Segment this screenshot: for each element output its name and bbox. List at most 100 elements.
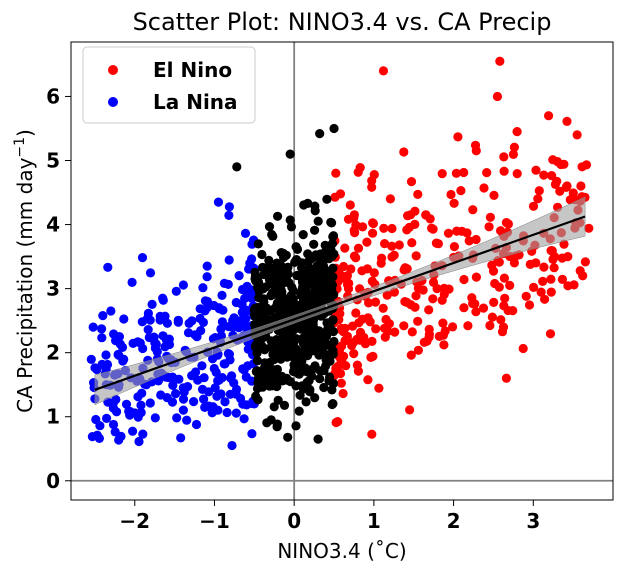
data-point bbox=[399, 265, 409, 275]
data-point bbox=[413, 345, 423, 355]
data-point bbox=[405, 405, 415, 415]
data-point bbox=[231, 408, 241, 418]
data-point bbox=[178, 280, 188, 290]
data-point bbox=[207, 408, 217, 418]
data-point bbox=[272, 298, 282, 309]
data-point bbox=[557, 274, 568, 284]
data-point bbox=[539, 262, 549, 272]
data-point bbox=[351, 308, 361, 318]
data-point bbox=[298, 335, 308, 345]
data-point bbox=[353, 366, 363, 376]
data-point bbox=[212, 391, 222, 401]
data-point bbox=[125, 410, 135, 420]
data-point bbox=[329, 123, 339, 134]
data-point bbox=[232, 162, 242, 172]
data-point bbox=[562, 116, 572, 126]
data-point bbox=[282, 375, 292, 385]
data-point bbox=[487, 312, 497, 322]
data-point bbox=[318, 261, 329, 271]
data-point bbox=[410, 206, 420, 216]
data-point bbox=[273, 395, 283, 405]
data-point bbox=[468, 205, 478, 215]
data-point bbox=[279, 400, 290, 410]
data-point bbox=[202, 261, 212, 271]
data-point bbox=[150, 413, 160, 423]
data-point bbox=[424, 324, 434, 334]
data-point bbox=[97, 324, 107, 334]
data-point bbox=[272, 381, 282, 392]
data-point bbox=[399, 147, 409, 157]
data-point bbox=[195, 304, 205, 314]
legend-marker-el-nino bbox=[108, 65, 118, 75]
data-point bbox=[278, 248, 288, 258]
data-point bbox=[368, 218, 378, 228]
data-point bbox=[456, 186, 466, 196]
data-point bbox=[267, 229, 277, 240]
data-point bbox=[192, 332, 202, 342]
data-point bbox=[539, 170, 549, 180]
data-point bbox=[127, 277, 137, 287]
data-point bbox=[279, 278, 289, 288]
data-point bbox=[544, 111, 554, 121]
data-point bbox=[128, 426, 138, 436]
data-point bbox=[241, 372, 251, 382]
plot-area bbox=[71, 42, 613, 500]
data-point bbox=[224, 202, 234, 212]
data-point bbox=[512, 127, 522, 137]
x-tick-label: 0 bbox=[287, 509, 301, 533]
data-point bbox=[489, 190, 499, 200]
data-point bbox=[152, 347, 162, 357]
data-point bbox=[505, 280, 515, 290]
data-point bbox=[357, 266, 367, 276]
data-point bbox=[264, 222, 275, 232]
data-point bbox=[209, 300, 219, 311]
data-point bbox=[500, 293, 510, 303]
chart-title: Scatter Plot: NINO3.4 vs. CA Precip bbox=[133, 8, 552, 36]
data-point bbox=[499, 273, 509, 283]
data-point bbox=[366, 352, 376, 362]
data-point bbox=[176, 433, 186, 443]
data-point bbox=[306, 254, 316, 264]
data-point bbox=[367, 429, 377, 439]
data-point bbox=[163, 337, 173, 348]
data-point bbox=[204, 387, 214, 397]
data-point bbox=[355, 335, 365, 345]
data-point bbox=[222, 407, 232, 418]
data-point bbox=[432, 284, 442, 294]
data-point bbox=[220, 397, 230, 407]
data-point bbox=[508, 306, 518, 316]
data-point bbox=[547, 171, 557, 181]
data-point bbox=[98, 311, 108, 321]
data-point bbox=[272, 277, 282, 287]
data-point bbox=[193, 375, 203, 385]
data-point bbox=[336, 323, 347, 334]
data-point bbox=[459, 274, 469, 285]
data-point bbox=[340, 243, 350, 253]
data-point bbox=[202, 272, 212, 282]
regression-confidence-band bbox=[94, 196, 586, 406]
data-point bbox=[288, 294, 298, 304]
legend-box bbox=[82, 46, 256, 124]
data-point bbox=[536, 287, 546, 297]
data-point bbox=[437, 169, 447, 179]
data-point bbox=[438, 318, 448, 328]
data-point bbox=[563, 252, 573, 262]
data-point bbox=[260, 374, 270, 384]
data-point bbox=[374, 383, 384, 393]
data-point bbox=[387, 252, 397, 262]
data-point bbox=[321, 327, 331, 337]
data-point bbox=[367, 176, 377, 186]
data-point bbox=[189, 397, 199, 407]
data-point bbox=[521, 291, 531, 301]
data-point bbox=[296, 358, 306, 368]
data-point bbox=[362, 237, 372, 247]
data-point bbox=[300, 297, 310, 307]
data-point bbox=[489, 297, 499, 307]
data-point bbox=[172, 413, 182, 423]
data-point bbox=[234, 323, 244, 333]
data-point bbox=[439, 340, 449, 350]
data-point bbox=[387, 241, 397, 251]
data-point bbox=[272, 258, 282, 268]
series-la-nina bbox=[86, 202, 259, 447]
data-point bbox=[257, 262, 268, 273]
